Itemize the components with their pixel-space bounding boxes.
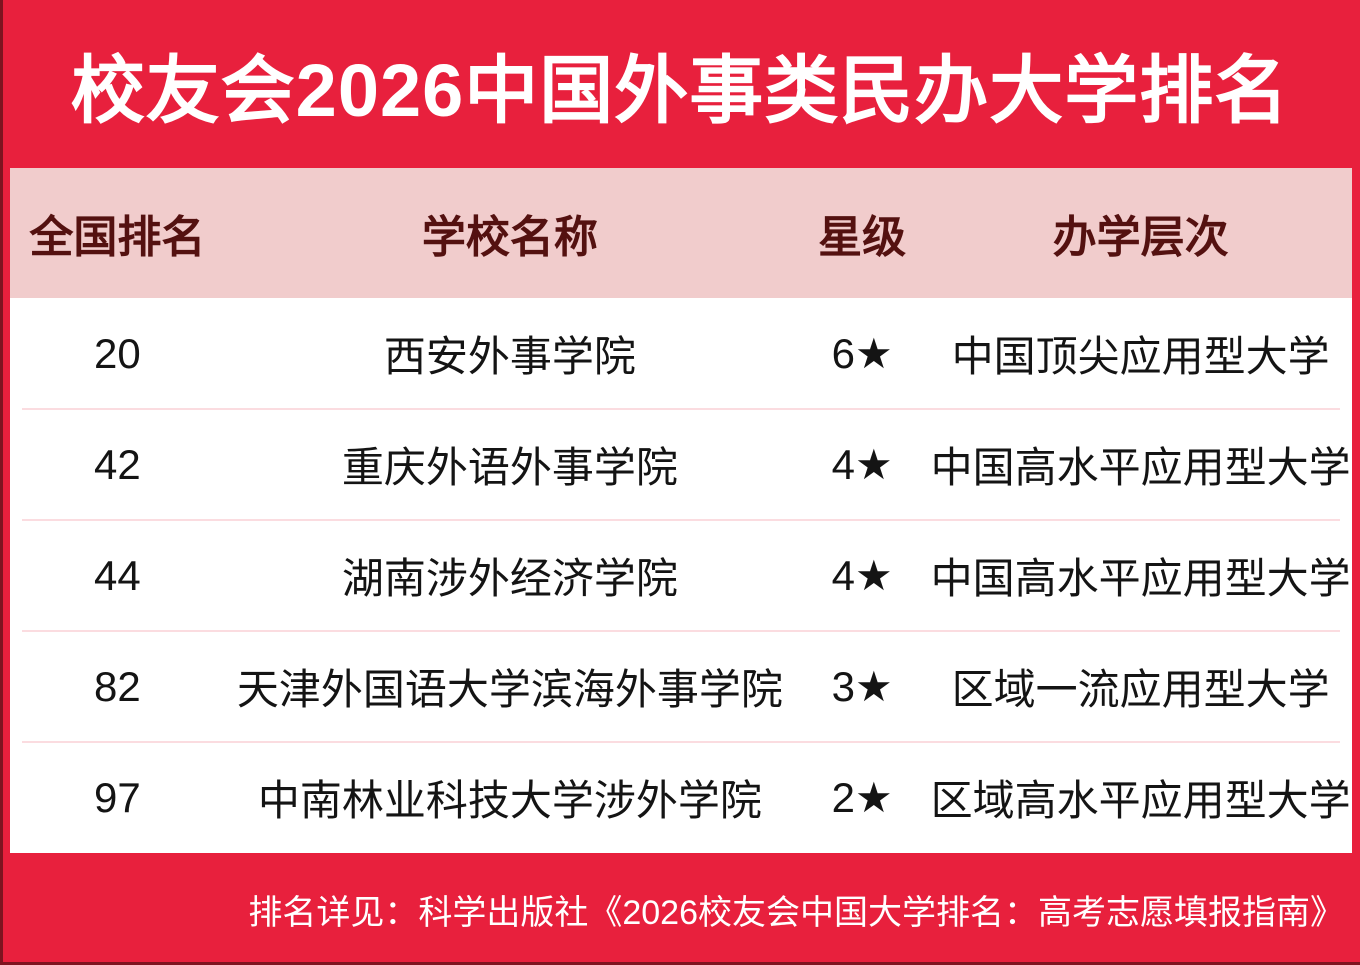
star-rating-cell: 4★ <box>831 552 893 599</box>
title-band: 校友会2026中国外事类民办大学排名 <box>0 0 1360 168</box>
left-edge-line <box>0 0 3 965</box>
school-name-cell: 西安外事学院 <box>383 333 636 380</box>
school-level-cell: 区域高水平应用型大学 <box>930 777 1351 824</box>
table-row: 97 中南林业科技大学涉外学院 2★ 区域高水平应用型大学 <box>10 741 1352 853</box>
school-name-cell: 重庆外语外事学院 <box>341 444 678 491</box>
star-rating-cell: 2★ <box>831 774 893 821</box>
footer-note: 排名详见：科学出版社《2026校友会中国大学排名：高考志愿填报指南》 <box>248 893 1344 932</box>
table-header-row: 全国排名 学校名称 星级 办学层次 <box>10 168 1352 298</box>
column-header-school: 学校名称 <box>421 213 598 262</box>
school-name-cell: 中南林业科技大学涉外学院 <box>257 777 762 824</box>
rank-cell: 44 <box>94 551 141 599</box>
school-name-cell: 天津外国语大学滨海外事学院 <box>236 666 783 713</box>
column-header-level: 办学层次 <box>1052 213 1229 262</box>
school-level-cell: 中国顶尖应用型大学 <box>951 333 1330 380</box>
school-level-cell: 区域一流应用型大学 <box>951 666 1330 713</box>
school-level-cell: 中国高水平应用型大学 <box>930 555 1351 602</box>
rank-cell: 82 <box>94 662 141 710</box>
star-rating-cell: 6★ <box>831 330 893 377</box>
table-row: 20 西安外事学院 6★ 中国顶尖应用型大学 <box>10 298 1352 409</box>
rank-cell: 42 <box>94 440 141 488</box>
table-body: 20 西安外事学院 6★ 中国顶尖应用型大学 42 重庆外语外事学院 4★ 中国… <box>10 298 1352 853</box>
school-level-cell: 中国高水平应用型大学 <box>930 444 1351 491</box>
column-header-stars: 星级 <box>818 213 907 262</box>
bottom-edge-line <box>0 962 1360 965</box>
table-row: 42 重庆外语外事学院 4★ 中国高水平应用型大学 <box>10 408 1352 520</box>
column-header-rank: 全国排名 <box>29 213 206 262</box>
star-rating-cell: 4★ <box>831 441 893 488</box>
rank-cell: 20 <box>94 329 141 377</box>
ranking-table: 全国排名 学校名称 星级 办学层次 20 西安外事学院 6★ 中国顶尖应用型大学… <box>10 168 1352 853</box>
star-rating-cell: 3★ <box>831 663 893 710</box>
table-row: 82 天津外国语大学滨海外事学院 3★ 区域一流应用型大学 <box>10 630 1352 742</box>
footer-band: 排名详见：科学出版社《2026校友会中国大学排名：高考志愿填报指南》 <box>0 853 1360 965</box>
rank-cell: 97 <box>94 773 141 821</box>
table-row: 44 湖南涉外经济学院 4★ 中国高水平应用型大学 <box>10 519 1352 631</box>
school-name-cell: 湖南涉外经济学院 <box>341 555 678 602</box>
page-title: 校友会2026中国外事类民办大学排名 <box>70 48 1290 132</box>
